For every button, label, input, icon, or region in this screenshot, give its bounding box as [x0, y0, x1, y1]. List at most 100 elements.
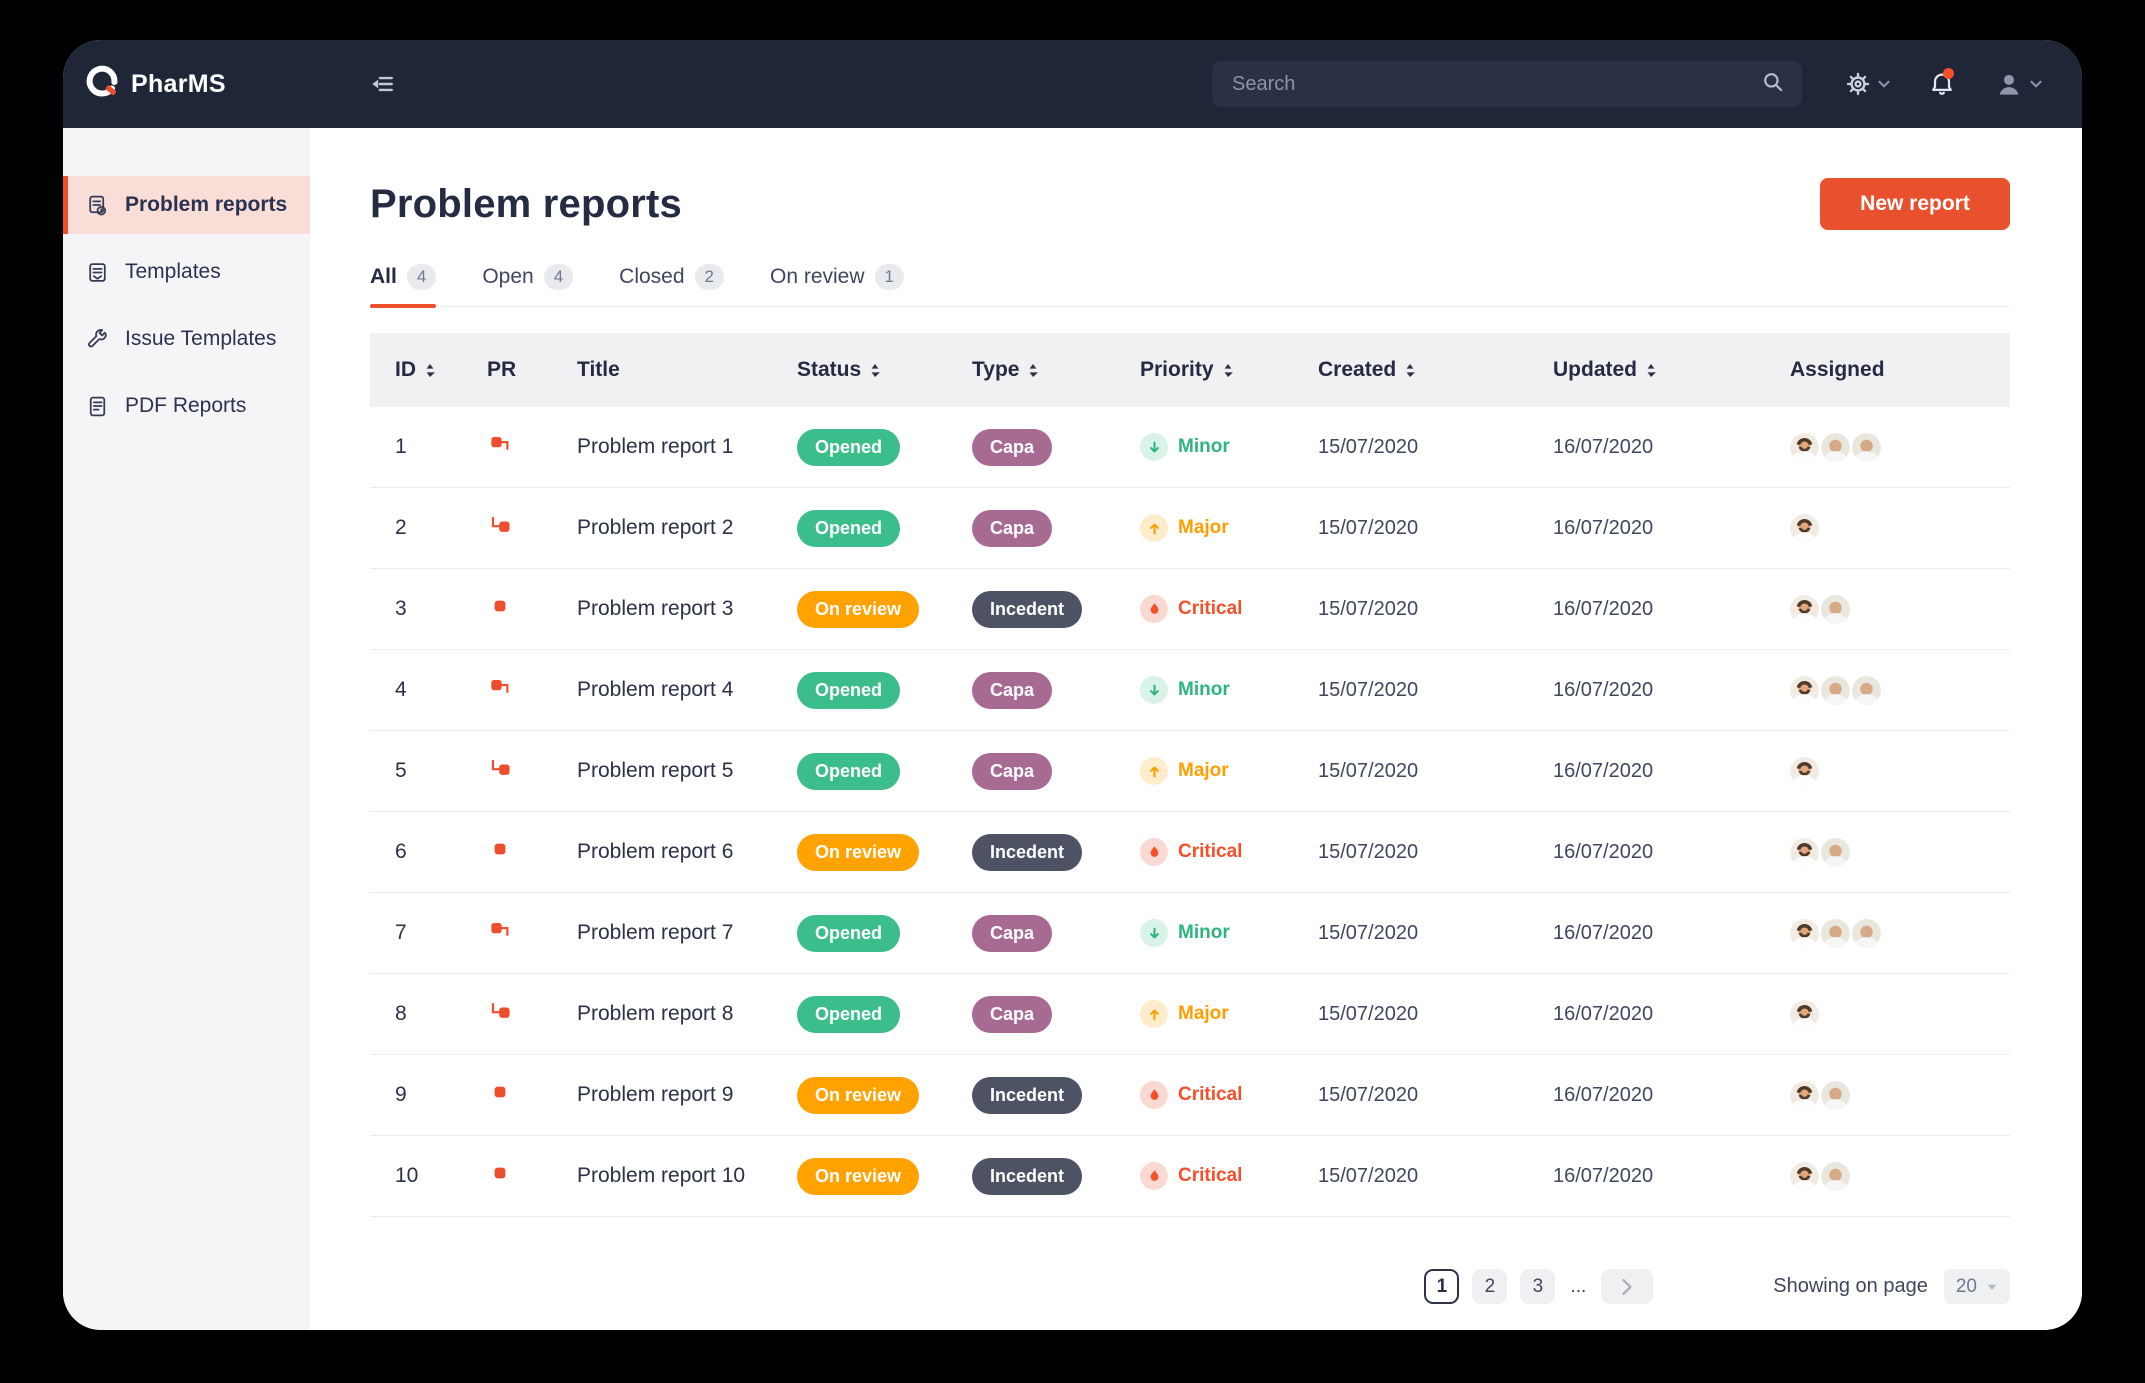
settings-button[interactable]	[1844, 70, 1890, 98]
table-row[interactable]: 2 Problem report 2 Opened Capa Major 15/07/20…	[370, 488, 2010, 569]
templates-icon	[84, 260, 110, 285]
cell-updated: 16/07/2020	[1553, 678, 1654, 701]
user-menu-button[interactable]	[1994, 69, 2042, 99]
sidebar-item-templates[interactable]: Templates	[63, 243, 310, 301]
cell-created: 15/07/2020	[1318, 435, 1419, 458]
page-size-select[interactable]: 20	[1943, 1269, 2010, 1304]
column-header-assigned: Assigned	[1790, 358, 2010, 382]
priority-indicator: Minor	[1140, 919, 1318, 947]
priority-label: Minor	[1178, 679, 1230, 700]
column-header-priority[interactable]: Priority	[1140, 358, 1318, 382]
cell-updated: 16/07/2020	[1553, 759, 1654, 782]
cell-id: 7	[395, 921, 407, 944]
sort-icon	[1647, 363, 1656, 377]
priority-indicator: Critical	[1140, 1081, 1318, 1109]
tab-closed[interactable]: Closed 2	[619, 264, 724, 306]
tab-all[interactable]: All 4	[370, 264, 437, 308]
assignee-avatars	[1790, 837, 2010, 867]
priority-indicator: Critical	[1140, 838, 1318, 866]
avatar	[1790, 513, 1819, 543]
sidebar-item-label: PDF Reports	[125, 394, 247, 417]
sort-icon	[1224, 363, 1233, 377]
type-badge: Capa	[972, 752, 1053, 790]
sidebar-item-issue-templates[interactable]: Issue Templates	[63, 310, 310, 368]
table-row[interactable]: 9 Problem report 9 On review Incedent Critic…	[370, 1055, 2010, 1136]
sidebar-item-pdf-reports[interactable]: PDF Reports	[63, 377, 310, 435]
arrow-up-icon	[1140, 1000, 1168, 1028]
page-button-2[interactable]: 2	[1472, 1269, 1508, 1304]
cell-title: Problem report 3	[577, 597, 734, 620]
avatar	[1821, 594, 1850, 624]
priority-indicator: Major	[1140, 1000, 1318, 1028]
cell-title: Problem report 8	[577, 1002, 734, 1025]
cell-created: 15/07/2020	[1318, 678, 1419, 701]
cell-title: Problem report 6	[577, 840, 734, 863]
next-page-button[interactable]	[1601, 1269, 1654, 1304]
column-header-title: Title	[577, 358, 797, 382]
type-badge: Incedent	[972, 1076, 1083, 1114]
problem-reports-table: ID PR Title Status Type Priority Created Update…	[370, 333, 2010, 1217]
column-header-pr: PR	[487, 358, 577, 382]
sidebar: Problem reports Templates Issue Templates P…	[63, 128, 310, 1330]
sidebar-item-problem-reports[interactable]: Problem reports	[63, 176, 310, 234]
avatar	[1790, 594, 1819, 624]
search-input[interactable]	[1232, 72, 1760, 96]
page-title: Problem reports	[370, 181, 682, 226]
priority-indicator: Major	[1140, 514, 1318, 542]
type-badge: Incedent	[972, 590, 1083, 628]
tab-count-badge: 2	[694, 264, 724, 290]
column-header-id[interactable]: ID	[395, 358, 487, 382]
type-badge: Incedent	[972, 1157, 1083, 1195]
avatar	[1790, 432, 1819, 462]
status-badge: Opened	[797, 752, 901, 790]
sidebar-item-label: Templates	[125, 260, 221, 283]
table-row[interactable]: 5 Problem report 5 Opened Capa Major 15/07/20…	[370, 731, 2010, 812]
table-row[interactable]: 7 Problem report 7 Opened Capa Minor 15/07/20…	[370, 893, 2010, 974]
cell-title: Problem report 2	[577, 516, 734, 539]
priority-indicator: Critical	[1140, 1162, 1318, 1190]
table-row[interactable]: 10 Problem report 10 On review Incedent Crit…	[370, 1136, 2010, 1217]
main-content: Problem reports New report All 4 Open 4 Clos…	[310, 128, 2082, 1330]
column-header-updated[interactable]: Updated	[1553, 358, 1790, 382]
pr-child-icon	[487, 512, 577, 544]
priority-label: Major	[1178, 760, 1229, 781]
chevron-right-icon	[1622, 1278, 1632, 1295]
column-header-created[interactable]: Created	[1318, 358, 1553, 382]
collapse-sidebar-icon[interactable]	[368, 71, 396, 97]
new-report-button[interactable]: New report	[1820, 178, 2010, 230]
avatar	[1852, 918, 1881, 948]
page-button-1[interactable]: 1	[1424, 1269, 1460, 1304]
arrow-down-icon	[1140, 919, 1168, 947]
cell-title: Problem report 7	[577, 921, 734, 944]
status-badge: On review	[797, 1076, 920, 1114]
table-row[interactable]: 6 Problem report 6 On review Incedent Critic…	[370, 812, 2010, 893]
column-label: Type	[972, 358, 1020, 381]
pr-single-icon	[487, 1160, 577, 1192]
cell-created: 15/07/2020	[1318, 1164, 1419, 1187]
page-button-3[interactable]: 3	[1520, 1269, 1556, 1304]
column-label: Priority	[1140, 358, 1214, 381]
cell-updated: 16/07/2020	[1553, 1083, 1654, 1106]
search-icon[interactable]	[1760, 69, 1786, 100]
tab-on-review[interactable]: On review 1	[770, 264, 904, 306]
notifications-button[interactable]	[1928, 68, 1956, 98]
search-box[interactable]	[1212, 61, 1802, 107]
cell-id: 6	[395, 840, 407, 863]
tab-label: All	[370, 265, 397, 288]
cell-id: 10	[395, 1164, 419, 1187]
table-row[interactable]: 3 Problem report 3 On review Incedent Critic…	[370, 569, 2010, 650]
table-row[interactable]: 1 Problem report 1 Opened Capa Minor 15/07/20…	[370, 407, 2010, 488]
table-row[interactable]: 4 Problem report 4 Opened Capa Minor 15/07/20…	[370, 650, 2010, 731]
priority-label: Critical	[1178, 1084, 1243, 1105]
cell-created: 15/07/2020	[1318, 840, 1419, 863]
tab-count-badge: 4	[406, 264, 437, 290]
cell-updated: 16/07/2020	[1553, 516, 1654, 539]
tab-count-badge: 1	[874, 264, 904, 290]
assignee-avatars	[1790, 999, 2010, 1029]
priority-indicator: Minor	[1140, 676, 1318, 704]
column-header-type[interactable]: Type	[972, 358, 1140, 382]
column-label: ID	[395, 358, 416, 381]
tab-open[interactable]: Open 4	[482, 264, 574, 306]
table-row[interactable]: 8 Problem report 8 Opened Capa Major 15/07/20…	[370, 974, 2010, 1055]
column-header-status[interactable]: Status	[797, 358, 972, 382]
